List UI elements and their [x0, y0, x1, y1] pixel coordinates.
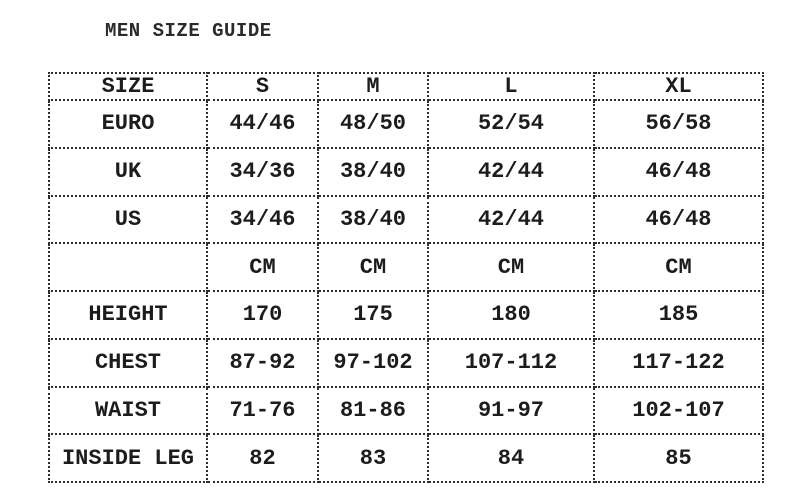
cell-value: 38/40 [317, 146, 429, 197]
row-label: US [48, 194, 208, 245]
table-row-chest: CHEST 87-92 97-102 107-112 117-122 [48, 337, 764, 388]
row-label: WAIST [48, 385, 208, 436]
cell-value: 180 [427, 290, 595, 340]
cell-value: 175 [317, 290, 429, 340]
row-label [48, 242, 208, 292]
cell-value: 97-102 [317, 337, 429, 388]
cell-value: 107-112 [427, 337, 595, 388]
cell-value: 42/44 [427, 146, 595, 197]
header-m: M [317, 72, 429, 101]
row-label: UK [48, 146, 208, 197]
cell-value: CM [593, 242, 764, 292]
table-row-uk: UK 34/36 38/40 42/44 46/48 [48, 146, 764, 197]
cell-value: 71-76 [206, 385, 319, 436]
cell-value: 84 [427, 433, 595, 483]
cell-value: 85 [593, 433, 764, 483]
table-row-height: HEIGHT 170 175 180 185 [48, 290, 764, 340]
cell-value: 46/48 [593, 146, 764, 197]
cell-value: 38/40 [317, 194, 429, 245]
header-row: SIZE S M L XL [48, 72, 764, 101]
cell-value: 117-122 [593, 337, 764, 388]
header-xl: XL [593, 72, 764, 101]
cell-value: 87-92 [206, 337, 319, 388]
table-row-inside-leg: INSIDE LEG 82 83 84 85 [48, 433, 764, 483]
cell-value: CM [206, 242, 319, 292]
cell-value: 82 [206, 433, 319, 483]
row-label: HEIGHT [48, 290, 208, 340]
cell-value: 56/58 [593, 99, 764, 149]
row-label: EURO [48, 99, 208, 149]
cell-value: 34/46 [206, 194, 319, 245]
cell-value: CM [427, 242, 595, 292]
table-row-waist: WAIST 71-76 81-86 91-97 102-107 [48, 385, 764, 436]
cell-value: 52/54 [427, 99, 595, 149]
cell-value: 102-107 [593, 385, 764, 436]
table-row-us: US 34/46 38/40 42/44 46/48 [48, 194, 764, 245]
cell-value: 91-97 [427, 385, 595, 436]
cell-value: 83 [317, 433, 429, 483]
row-label: INSIDE LEG [48, 433, 208, 483]
table-row-cm-units: CM CM CM CM [48, 242, 764, 292]
cell-value: 46/48 [593, 194, 764, 245]
cell-value: 81-86 [317, 385, 429, 436]
cell-value: 42/44 [427, 194, 595, 245]
row-label: CHEST [48, 337, 208, 388]
page-title: MEN SIZE GUIDE [105, 20, 272, 42]
table-row-euro: EURO 44/46 48/50 52/54 56/58 [48, 99, 764, 149]
cell-value: 185 [593, 290, 764, 340]
cell-value: 48/50 [317, 99, 429, 149]
size-guide-table: SIZE S M L XL EURO 44/46 48/50 52/54 56/… [48, 72, 764, 483]
cell-value: 44/46 [206, 99, 319, 149]
cell-value: 170 [206, 290, 319, 340]
header-l: L [427, 72, 595, 101]
header-size: SIZE [48, 72, 208, 101]
header-s: S [206, 72, 319, 101]
cell-value: CM [317, 242, 429, 292]
cell-value: 34/36 [206, 146, 319, 197]
